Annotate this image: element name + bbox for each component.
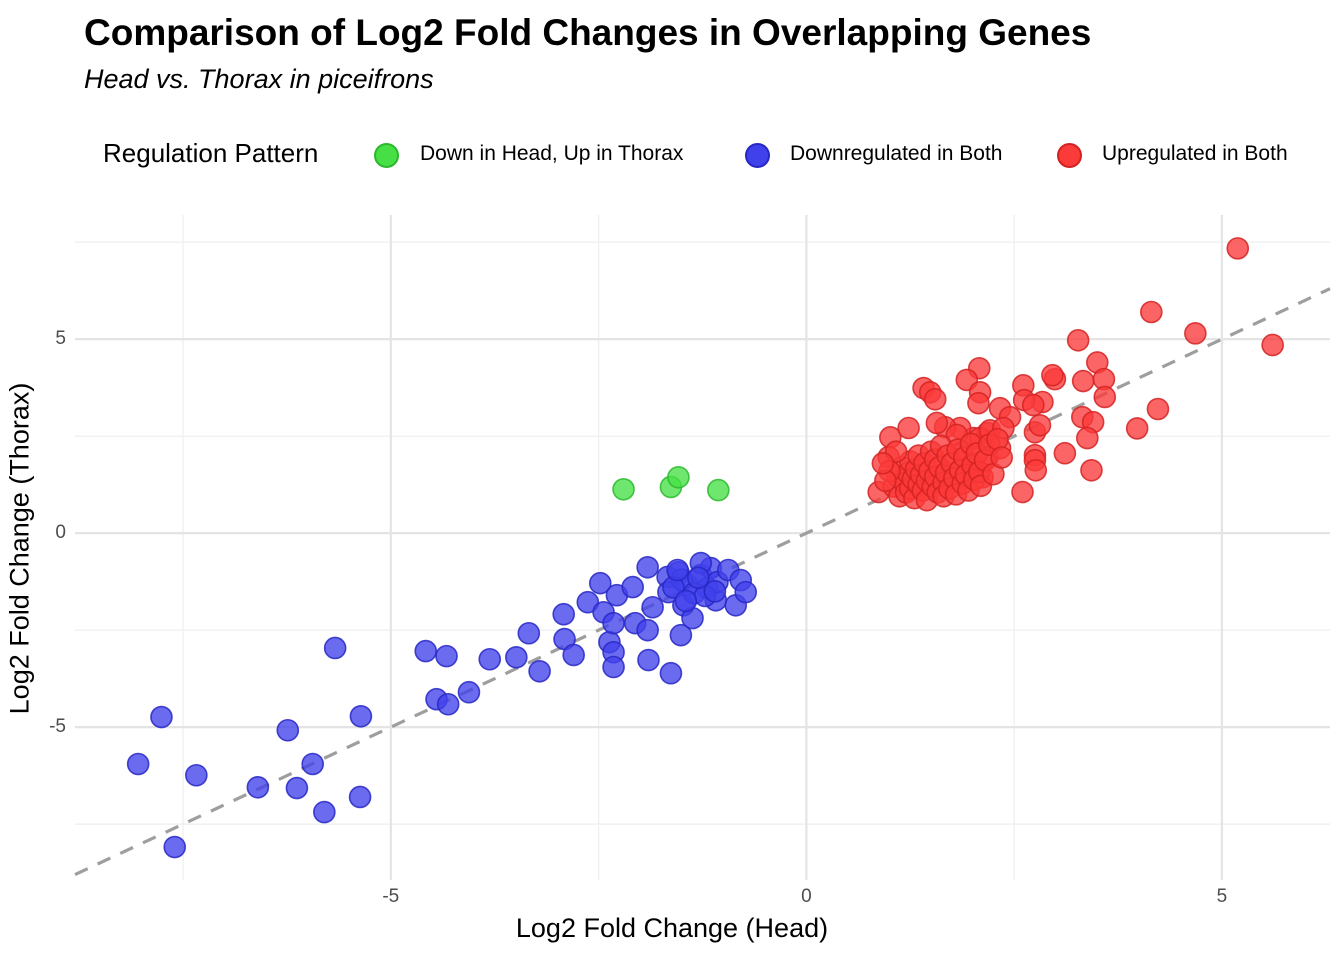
data-point bbox=[1028, 413, 1052, 437]
data-point bbox=[637, 648, 660, 672]
data-point bbox=[163, 835, 187, 859]
data-point bbox=[126, 752, 150, 776]
data-point bbox=[528, 659, 551, 683]
data-point bbox=[588, 571, 612, 595]
legend-title: Regulation Pattern bbox=[103, 138, 319, 168]
chart-subtitle: Head vs. Thorax in piceifrons bbox=[84, 64, 434, 94]
data-point bbox=[990, 446, 1014, 469]
data-point bbox=[301, 752, 325, 776]
data-point bbox=[1021, 393, 1045, 417]
data-point bbox=[436, 692, 460, 716]
data-point bbox=[641, 595, 664, 619]
data-point bbox=[667, 465, 690, 489]
data-point bbox=[1146, 397, 1170, 421]
data-point bbox=[478, 647, 502, 671]
data-point bbox=[562, 643, 585, 667]
data-point bbox=[1080, 458, 1103, 482]
data-point bbox=[659, 661, 683, 685]
data-point bbox=[1226, 237, 1250, 260]
data-point bbox=[323, 636, 347, 660]
data-point bbox=[1125, 417, 1149, 440]
data-point bbox=[505, 645, 528, 669]
legend-dot-icon bbox=[1057, 143, 1082, 168]
data-point bbox=[552, 602, 576, 626]
data-point bbox=[457, 680, 481, 704]
data-point bbox=[636, 555, 659, 579]
data-point bbox=[925, 411, 949, 435]
legend-item-label: Upregulated in Both bbox=[1102, 142, 1288, 165]
data-point bbox=[246, 775, 270, 799]
x-tick-label: -5 bbox=[382, 886, 400, 907]
data-point bbox=[734, 580, 758, 604]
data-point bbox=[871, 452, 895, 475]
data-point bbox=[276, 718, 300, 742]
data-point bbox=[1066, 329, 1090, 352]
data-point bbox=[636, 618, 659, 642]
data-point bbox=[923, 387, 947, 411]
data-point bbox=[687, 566, 710, 590]
chart-title: Comparison of Log2 Fold Changes in Overl… bbox=[84, 12, 1092, 53]
data-point bbox=[602, 611, 625, 635]
data-point bbox=[576, 590, 600, 614]
data-point bbox=[674, 589, 698, 613]
data-point bbox=[414, 639, 438, 663]
data-point bbox=[348, 785, 372, 809]
data-point bbox=[1041, 363, 1064, 387]
data-point bbox=[967, 391, 990, 415]
data-point bbox=[1071, 369, 1095, 393]
y-tick-label: -5 bbox=[49, 716, 66, 738]
data-point bbox=[185, 763, 208, 787]
data-point bbox=[897, 416, 920, 440]
data-point bbox=[435, 644, 458, 668]
legend-item-label: Down in Head, Up in Thorax bbox=[420, 142, 684, 165]
y-axis-label: Log2 Fold Change (Thorax) bbox=[4, 382, 35, 715]
data-point bbox=[986, 427, 1009, 451]
legend-dot-icon bbox=[374, 143, 399, 168]
data-point bbox=[349, 704, 373, 728]
data-point bbox=[285, 776, 309, 800]
legend-item-label: Downregulated in Both bbox=[790, 142, 1003, 165]
data-point bbox=[313, 800, 336, 824]
data-point bbox=[1076, 426, 1099, 450]
data-point bbox=[1011, 480, 1034, 504]
x-tick-label: 5 bbox=[1216, 886, 1228, 907]
data-point bbox=[669, 623, 693, 647]
data-point bbox=[150, 705, 173, 729]
data-point bbox=[1261, 333, 1284, 357]
data-point bbox=[1093, 385, 1117, 409]
data-point bbox=[1053, 441, 1077, 465]
data-point bbox=[1024, 458, 1048, 482]
data-point bbox=[612, 478, 635, 501]
data-point bbox=[706, 478, 730, 502]
data-point bbox=[703, 580, 727, 603]
identity-line bbox=[74, 287, 1331, 877]
data-point bbox=[621, 575, 644, 599]
x-axis-label: Log2 Fold Change (Head) bbox=[515, 913, 829, 943]
data-point bbox=[1184, 322, 1207, 345]
x-tick-label: 0 bbox=[801, 886, 812, 907]
data-point bbox=[1140, 300, 1163, 324]
y-tick-label: 5 bbox=[55, 328, 66, 350]
y-tick-label: 0 bbox=[55, 522, 66, 544]
data-point bbox=[602, 655, 625, 679]
legend-dot-icon bbox=[745, 143, 770, 168]
data-point bbox=[666, 558, 689, 582]
data-point bbox=[517, 621, 541, 645]
